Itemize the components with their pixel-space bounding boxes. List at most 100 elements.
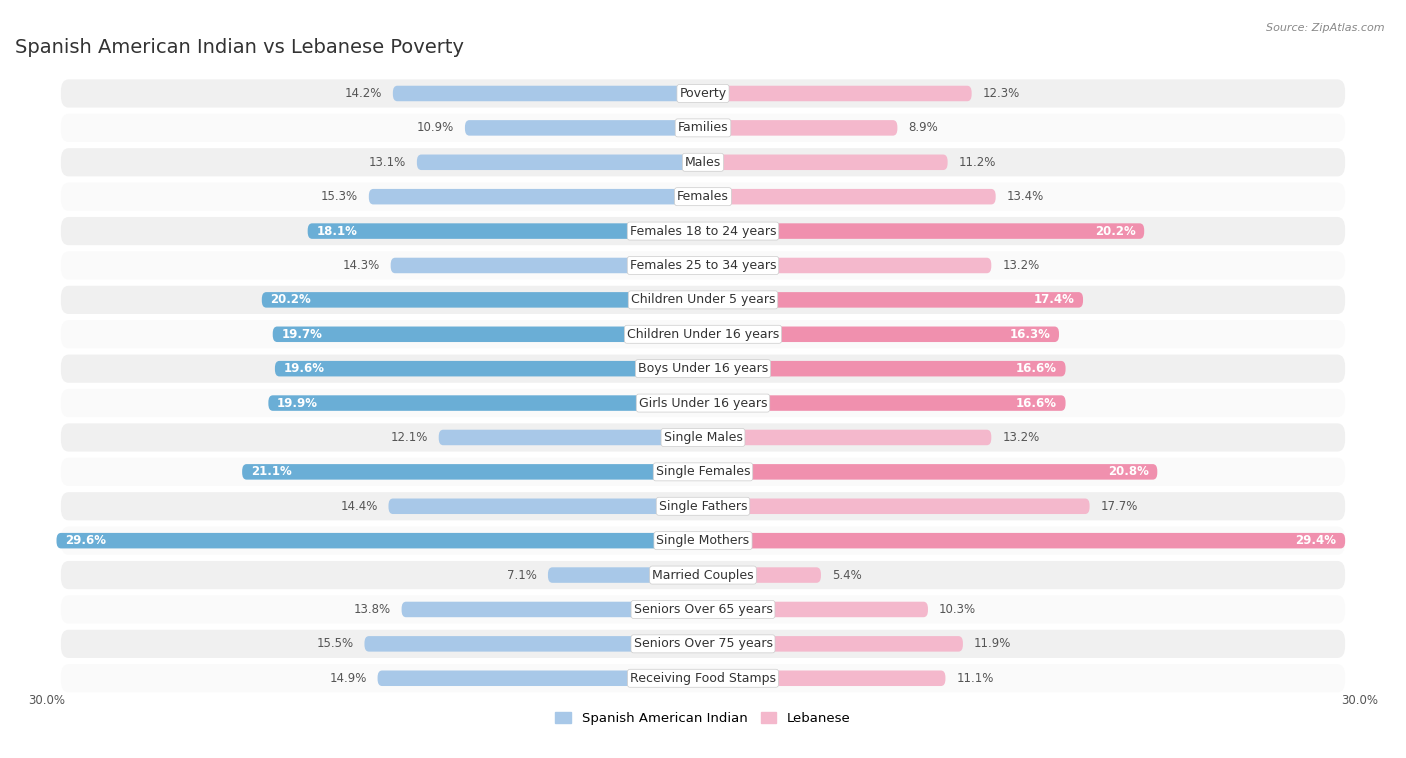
Text: 7.1%: 7.1% — [508, 568, 537, 581]
Text: 30.0%: 30.0% — [1341, 694, 1378, 707]
FancyBboxPatch shape — [60, 630, 1346, 658]
Text: Single Males: Single Males — [664, 431, 742, 444]
Text: Seniors Over 75 years: Seniors Over 75 years — [634, 637, 772, 650]
Text: Spanish American Indian vs Lebanese Poverty: Spanish American Indian vs Lebanese Pove… — [15, 38, 464, 57]
Text: Married Couples: Married Couples — [652, 568, 754, 581]
FancyBboxPatch shape — [703, 671, 945, 686]
FancyBboxPatch shape — [269, 396, 703, 411]
FancyBboxPatch shape — [388, 499, 703, 514]
Text: Receiving Food Stamps: Receiving Food Stamps — [630, 672, 776, 684]
FancyBboxPatch shape — [60, 492, 1346, 521]
FancyBboxPatch shape — [60, 424, 1346, 452]
Text: Poverty: Poverty — [679, 87, 727, 100]
FancyBboxPatch shape — [60, 183, 1346, 211]
FancyBboxPatch shape — [703, 567, 821, 583]
FancyBboxPatch shape — [548, 567, 703, 583]
FancyBboxPatch shape — [703, 430, 991, 445]
Text: 15.5%: 15.5% — [316, 637, 353, 650]
FancyBboxPatch shape — [273, 327, 703, 342]
FancyBboxPatch shape — [703, 464, 1157, 480]
Text: 29.6%: 29.6% — [65, 534, 107, 547]
Text: 13.2%: 13.2% — [1002, 431, 1039, 444]
FancyBboxPatch shape — [60, 561, 1346, 589]
Text: Females 18 to 24 years: Females 18 to 24 years — [630, 224, 776, 237]
Text: 19.7%: 19.7% — [281, 327, 322, 341]
Text: 14.3%: 14.3% — [343, 259, 380, 272]
FancyBboxPatch shape — [439, 430, 703, 445]
FancyBboxPatch shape — [60, 595, 1346, 624]
Text: Children Under 16 years: Children Under 16 years — [627, 327, 779, 341]
Text: 16.6%: 16.6% — [1015, 396, 1057, 409]
FancyBboxPatch shape — [60, 114, 1346, 142]
FancyBboxPatch shape — [392, 86, 703, 102]
FancyBboxPatch shape — [368, 189, 703, 205]
Text: Source: ZipAtlas.com: Source: ZipAtlas.com — [1267, 23, 1385, 33]
FancyBboxPatch shape — [703, 292, 1083, 308]
Text: 10.3%: 10.3% — [939, 603, 976, 616]
Text: Males: Males — [685, 156, 721, 169]
Text: Families: Families — [678, 121, 728, 134]
FancyBboxPatch shape — [703, 396, 1066, 411]
Text: Single Fathers: Single Fathers — [659, 500, 747, 512]
FancyBboxPatch shape — [703, 327, 1059, 342]
FancyBboxPatch shape — [60, 664, 1346, 692]
Text: 14.9%: 14.9% — [329, 672, 367, 684]
FancyBboxPatch shape — [60, 217, 1346, 245]
Text: 5.4%: 5.4% — [832, 568, 862, 581]
FancyBboxPatch shape — [60, 148, 1346, 177]
Text: 19.9%: 19.9% — [277, 396, 318, 409]
Text: 20.8%: 20.8% — [1108, 465, 1149, 478]
FancyBboxPatch shape — [242, 464, 703, 480]
Text: 15.3%: 15.3% — [321, 190, 359, 203]
Text: 21.1%: 21.1% — [250, 465, 291, 478]
FancyBboxPatch shape — [276, 361, 703, 377]
FancyBboxPatch shape — [703, 636, 963, 652]
FancyBboxPatch shape — [703, 155, 948, 170]
Text: Single Females: Single Females — [655, 465, 751, 478]
FancyBboxPatch shape — [703, 258, 991, 273]
Text: 20.2%: 20.2% — [1095, 224, 1136, 237]
Text: Single Mothers: Single Mothers — [657, 534, 749, 547]
FancyBboxPatch shape — [60, 458, 1346, 486]
FancyBboxPatch shape — [60, 286, 1346, 314]
Text: Females 25 to 34 years: Females 25 to 34 years — [630, 259, 776, 272]
Text: Seniors Over 65 years: Seniors Over 65 years — [634, 603, 772, 616]
FancyBboxPatch shape — [60, 252, 1346, 280]
FancyBboxPatch shape — [703, 224, 1144, 239]
Text: 29.4%: 29.4% — [1295, 534, 1336, 547]
Text: 11.9%: 11.9% — [974, 637, 1011, 650]
Text: 16.6%: 16.6% — [1015, 362, 1057, 375]
FancyBboxPatch shape — [391, 258, 703, 273]
FancyBboxPatch shape — [703, 189, 995, 205]
FancyBboxPatch shape — [703, 86, 972, 102]
Text: 17.7%: 17.7% — [1101, 500, 1137, 512]
Text: Females: Females — [678, 190, 728, 203]
FancyBboxPatch shape — [60, 389, 1346, 417]
Legend: Spanish American Indian, Lebanese: Spanish American Indian, Lebanese — [550, 707, 856, 731]
Text: 17.4%: 17.4% — [1033, 293, 1074, 306]
Text: Girls Under 16 years: Girls Under 16 years — [638, 396, 768, 409]
FancyBboxPatch shape — [60, 355, 1346, 383]
FancyBboxPatch shape — [378, 671, 703, 686]
FancyBboxPatch shape — [703, 602, 928, 617]
Text: 14.2%: 14.2% — [344, 87, 382, 100]
Text: 11.1%: 11.1% — [956, 672, 994, 684]
Text: 11.2%: 11.2% — [959, 156, 995, 169]
FancyBboxPatch shape — [60, 80, 1346, 108]
Text: 30.0%: 30.0% — [28, 694, 65, 707]
FancyBboxPatch shape — [418, 155, 703, 170]
Text: 12.1%: 12.1% — [391, 431, 427, 444]
Text: 13.2%: 13.2% — [1002, 259, 1039, 272]
FancyBboxPatch shape — [262, 292, 703, 308]
Text: 16.3%: 16.3% — [1010, 327, 1050, 341]
Text: 20.2%: 20.2% — [270, 293, 311, 306]
Text: 13.4%: 13.4% — [1007, 190, 1043, 203]
Text: 18.1%: 18.1% — [316, 224, 357, 237]
FancyBboxPatch shape — [60, 527, 1346, 555]
FancyBboxPatch shape — [402, 602, 703, 617]
FancyBboxPatch shape — [703, 533, 1346, 549]
FancyBboxPatch shape — [465, 120, 703, 136]
Text: 14.4%: 14.4% — [340, 500, 378, 512]
Text: 12.3%: 12.3% — [983, 87, 1019, 100]
Text: 13.8%: 13.8% — [353, 603, 391, 616]
